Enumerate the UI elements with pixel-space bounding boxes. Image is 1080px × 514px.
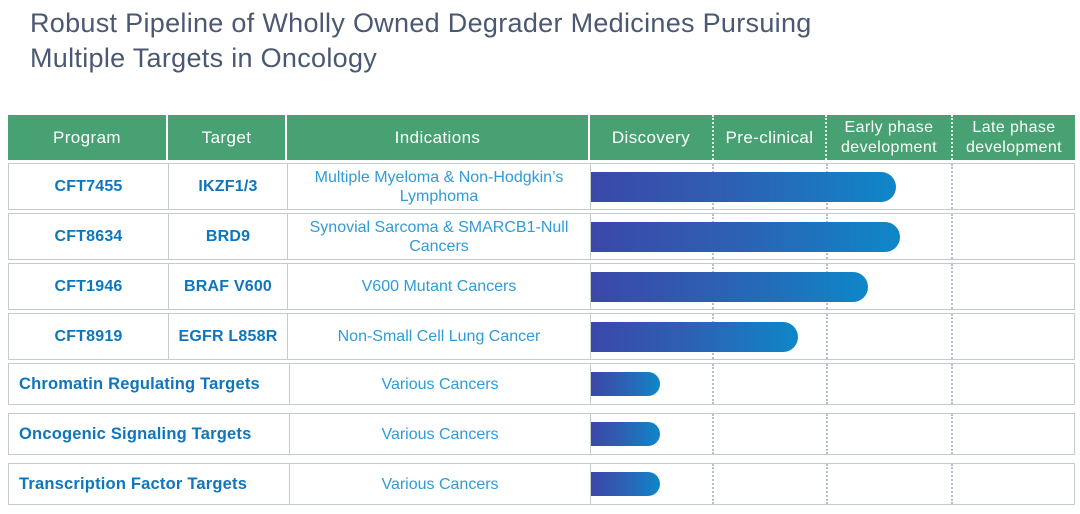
phase-track <box>591 214 1074 259</box>
phase-track <box>591 464 1074 504</box>
phase-divider <box>951 264 953 309</box>
phase-track <box>591 264 1074 309</box>
indication-text: Various Cancers <box>290 364 591 404</box>
phase-divider <box>951 414 953 454</box>
phase-divider <box>826 314 828 359</box>
pipeline-bar <box>591 171 896 202</box>
category-label: Oncogenic Signaling Targets <box>9 414 290 454</box>
indication-text: Various Cancers <box>290 464 591 504</box>
table-row: CFT8634 BRD9 Synovial Sarcoma & SMARCB1-… <box>8 213 1075 260</box>
pipeline-bar <box>591 422 660 446</box>
phase-divider <box>712 414 714 454</box>
indication-text: V600 Mutant Cancers <box>288 264 591 309</box>
pipeline-bar <box>591 472 660 496</box>
phase-divider <box>712 464 714 504</box>
page-title: Robust Pipeline of Wholly Owned Degrader… <box>30 8 812 74</box>
pipeline-bar <box>591 321 798 352</box>
indication-text: Multiple Myeloma & Non-Hodgkin’s Lymphom… <box>288 164 591 209</box>
phase-divider <box>951 464 953 504</box>
indication-text: Synovial Sarcoma & SMARCB1-Null Cancers <box>288 214 591 259</box>
phase-track <box>591 414 1074 454</box>
pipeline-table: Program Target Indications Discovery Pre… <box>8 115 1075 505</box>
table-row: CFT8919 EGFR L858R Non-Small Cell Lung C… <box>8 313 1075 360</box>
phase-track <box>591 164 1074 209</box>
header-program: Program <box>8 115 168 160</box>
table-row: CFT7455 IKZF1/3 Multiple Myeloma & Non-H… <box>8 163 1075 210</box>
phase-divider <box>826 414 828 454</box>
header-late-phase: Late phase development <box>951 115 1075 160</box>
table-row: Transcription Factor Targets Various Can… <box>8 463 1075 505</box>
header-early-phase: Early phase development <box>825 115 951 160</box>
indication-text: Non-Small Cell Lung Cancer <box>288 314 591 359</box>
program-name: CFT7455 <box>9 164 169 209</box>
indication-text: Various Cancers <box>290 414 591 454</box>
phase-divider <box>951 314 953 359</box>
phase-divider <box>712 364 714 404</box>
phase-divider <box>951 214 953 259</box>
target-name: IKZF1/3 <box>169 164 288 209</box>
table-header-row: Program Target Indications Discovery Pre… <box>8 115 1075 160</box>
program-name: CFT1946 <box>9 264 169 309</box>
category-label: Transcription Factor Targets <box>9 464 290 504</box>
category-label: Chromatin Regulating Targets <box>9 364 290 404</box>
table-row: Chromatin Regulating Targets Various Can… <box>8 363 1075 405</box>
phase-divider <box>826 364 828 404</box>
header-preclinical: Pre-clinical <box>712 115 825 160</box>
program-name: CFT8634 <box>9 214 169 259</box>
phase-divider <box>951 164 953 209</box>
target-name: BRD9 <box>169 214 288 259</box>
phase-divider <box>951 364 953 404</box>
pipeline-bar <box>591 372 660 396</box>
program-name: CFT8919 <box>9 314 169 359</box>
target-name: EGFR L858R <box>169 314 288 359</box>
header-target: Target <box>168 115 287 160</box>
table-row: CFT1946 BRAF V600 V600 Mutant Cancers <box>8 263 1075 310</box>
phase-track <box>591 314 1074 359</box>
pipeline-bar <box>591 221 900 252</box>
phase-divider <box>826 464 828 504</box>
table-row: Oncogenic Signaling Targets Various Canc… <box>8 413 1075 455</box>
phase-track <box>591 364 1074 404</box>
header-indications: Indications <box>287 115 590 160</box>
target-name: BRAF V600 <box>169 264 288 309</box>
header-discovery: Discovery <box>590 115 712 160</box>
pipeline-bar <box>591 271 868 302</box>
